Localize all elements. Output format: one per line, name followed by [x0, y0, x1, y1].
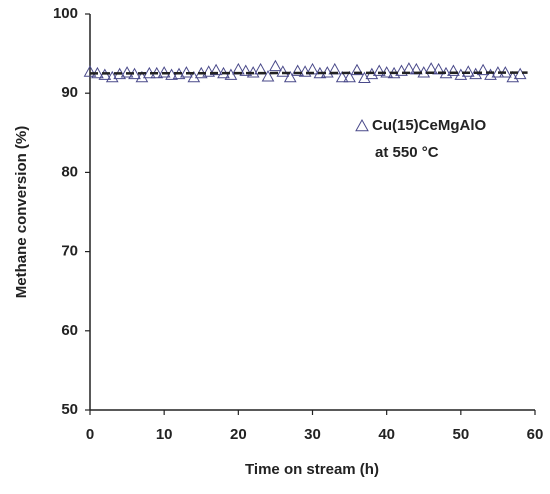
point — [202, 65, 216, 77]
point — [350, 63, 364, 76]
x-tick-label: 10 — [156, 426, 173, 443]
point — [372, 64, 386, 76]
y-tick-label: 70 — [61, 243, 78, 260]
point — [461, 65, 475, 77]
point — [269, 59, 282, 72]
point — [395, 64, 408, 76]
point — [343, 70, 356, 83]
x-tick-label: 30 — [304, 426, 321, 443]
point — [120, 66, 134, 78]
point — [276, 65, 290, 77]
y-tick-label: 50 — [61, 401, 78, 418]
x-tick-label: 40 — [378, 426, 395, 443]
legend-label: Cu(15)CeMgAlO — [372, 117, 487, 134]
x-tick-label: 50 — [452, 426, 469, 443]
point — [447, 64, 460, 76]
x-tick-label: 20 — [230, 426, 247, 443]
y-tick-label: 60 — [61, 322, 78, 339]
point — [298, 65, 312, 77]
y-tick-label: 80 — [61, 163, 78, 180]
point — [335, 70, 349, 83]
x-axis-label: Time on stream (h) — [245, 461, 379, 478]
point — [83, 65, 97, 77]
point — [224, 68, 238, 80]
annotation: at 550 °C — [375, 144, 439, 161]
point — [239, 64, 253, 76]
x-tick-label: 60 — [527, 426, 544, 443]
y-axis-label: Methane conversion (%) — [13, 126, 30, 299]
point — [261, 70, 275, 82]
y-tick-label: 90 — [61, 84, 78, 101]
point — [291, 64, 305, 76]
x-tick-label: 0 — [86, 426, 94, 443]
point — [209, 63, 223, 76]
point — [283, 70, 297, 83]
legend-marker — [355, 118, 369, 132]
point — [476, 63, 490, 76]
trend-line — [89, 71, 528, 75]
y-tick-label: 100 — [53, 5, 78, 22]
point — [484, 68, 497, 80]
